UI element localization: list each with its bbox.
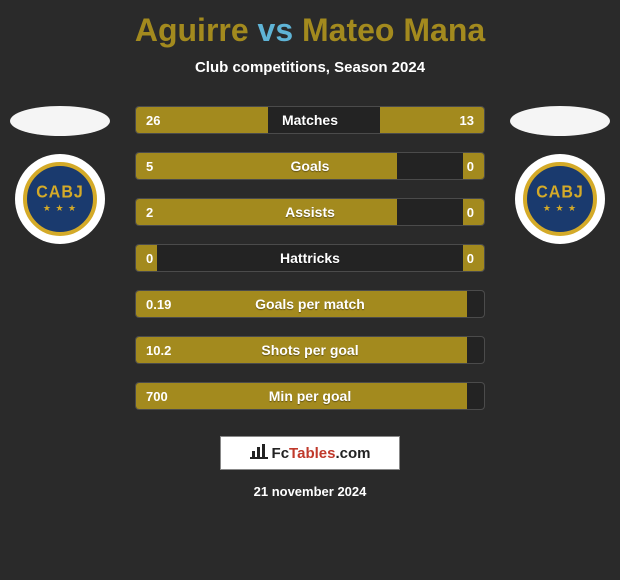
player-left-club-badge: CABJ ★ ★ ★ [15, 154, 105, 244]
player-left-silhouette [10, 106, 110, 136]
content-area: CABJ ★ ★ ★ CABJ ★ ★ ★ 2613Matches 50Goals… [0, 106, 620, 410]
chart-icon [250, 443, 268, 464]
title-vs: vs [258, 12, 294, 48]
player-right-silhouette [510, 106, 610, 136]
badge-inner-left: CABJ ★ ★ ★ [23, 162, 97, 236]
brand-text: FcTables.com [272, 445, 371, 462]
stat-row: 700Min per goal [135, 382, 485, 410]
badge-text-left: CABJ [36, 183, 84, 203]
badge-stars-left: ★ ★ ★ [43, 203, 77, 214]
brand-prefix: Fc [272, 445, 290, 462]
title-player2: Mateo Mana [302, 12, 485, 48]
footer-date: 21 november 2024 [0, 484, 620, 499]
badge-stars-right: ★ ★ ★ [543, 203, 577, 214]
stat-label: Hattricks [136, 245, 484, 271]
stat-row: 2613Matches [135, 106, 485, 134]
subtitle: Club competitions, Season 2024 [0, 59, 620, 76]
stat-row: 50Goals [135, 152, 485, 180]
stat-row: 20Assists [135, 198, 485, 226]
stat-label: Goals per match [136, 291, 484, 317]
stat-label: Min per goal [136, 383, 484, 409]
player-left-column: CABJ ★ ★ ★ [0, 106, 120, 244]
stat-row: 0.19Goals per match [135, 290, 485, 318]
brand-suffix: .com [335, 445, 370, 462]
comparison-title: Aguirre vs Mateo Mana [0, 0, 620, 49]
stat-label: Goals [136, 153, 484, 179]
player-right-club-badge: CABJ ★ ★ ★ [515, 154, 605, 244]
player-right-column: CABJ ★ ★ ★ [500, 106, 620, 244]
stat-rows: 2613Matches 50Goals 20Assists 00Hattricks 0.… [135, 106, 485, 410]
badge-text-right: CABJ [536, 183, 584, 203]
badge-inner-right: CABJ ★ ★ ★ [523, 162, 597, 236]
brand-main: Tables [289, 445, 335, 462]
title-player1: Aguirre [135, 12, 249, 48]
stat-label: Assists [136, 199, 484, 225]
stat-row: 00Hattricks [135, 244, 485, 272]
stat-label: Shots per goal [136, 337, 484, 363]
brand-logo[interactable]: FcTables.com [220, 436, 400, 470]
stat-label: Matches [136, 107, 484, 133]
stat-row: 10.2Shots per goal [135, 336, 485, 364]
